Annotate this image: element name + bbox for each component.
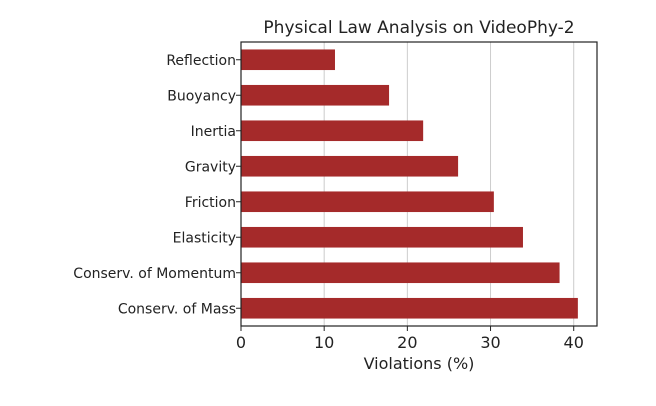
category-label: Inertia: [191, 124, 236, 140]
x-tick-label: 40: [564, 333, 584, 352]
grid: [323, 42, 575, 326]
category-label: Elasticity: [173, 230, 236, 246]
x-tick-label: 0: [236, 333, 246, 352]
category-labels: Reflection Buoyancy Inertia Gravity Friction…: [73, 53, 241, 317]
bars: [241, 49, 578, 319]
bar: [241, 155, 459, 177]
x-tick-label: 10: [314, 333, 334, 352]
category-label: Buoyancy: [167, 88, 236, 104]
bar: [241, 297, 578, 319]
bar: [241, 191, 494, 213]
bar: [241, 226, 523, 248]
bar: [241, 262, 560, 284]
bar: [241, 120, 424, 142]
x-axis-label: Violations (%): [364, 354, 475, 373]
category-label: Friction: [185, 195, 236, 211]
bar: [241, 49, 335, 71]
x-ticks: 0 10 20 30 40: [236, 326, 584, 352]
bar: [241, 84, 390, 106]
category-label: Conserv. of Mass: [118, 301, 236, 317]
chart-title: Physical Law Analysis on VideoPhy-2: [263, 18, 574, 38]
x-tick-label: 20: [397, 333, 417, 352]
plot-frame: [240, 41, 598, 327]
category-label: Conserv. of Momentum: [73, 266, 236, 282]
category-label: Gravity: [185, 159, 236, 175]
category-label: Reflection: [166, 53, 236, 69]
x-tick-label: 30: [480, 333, 500, 352]
